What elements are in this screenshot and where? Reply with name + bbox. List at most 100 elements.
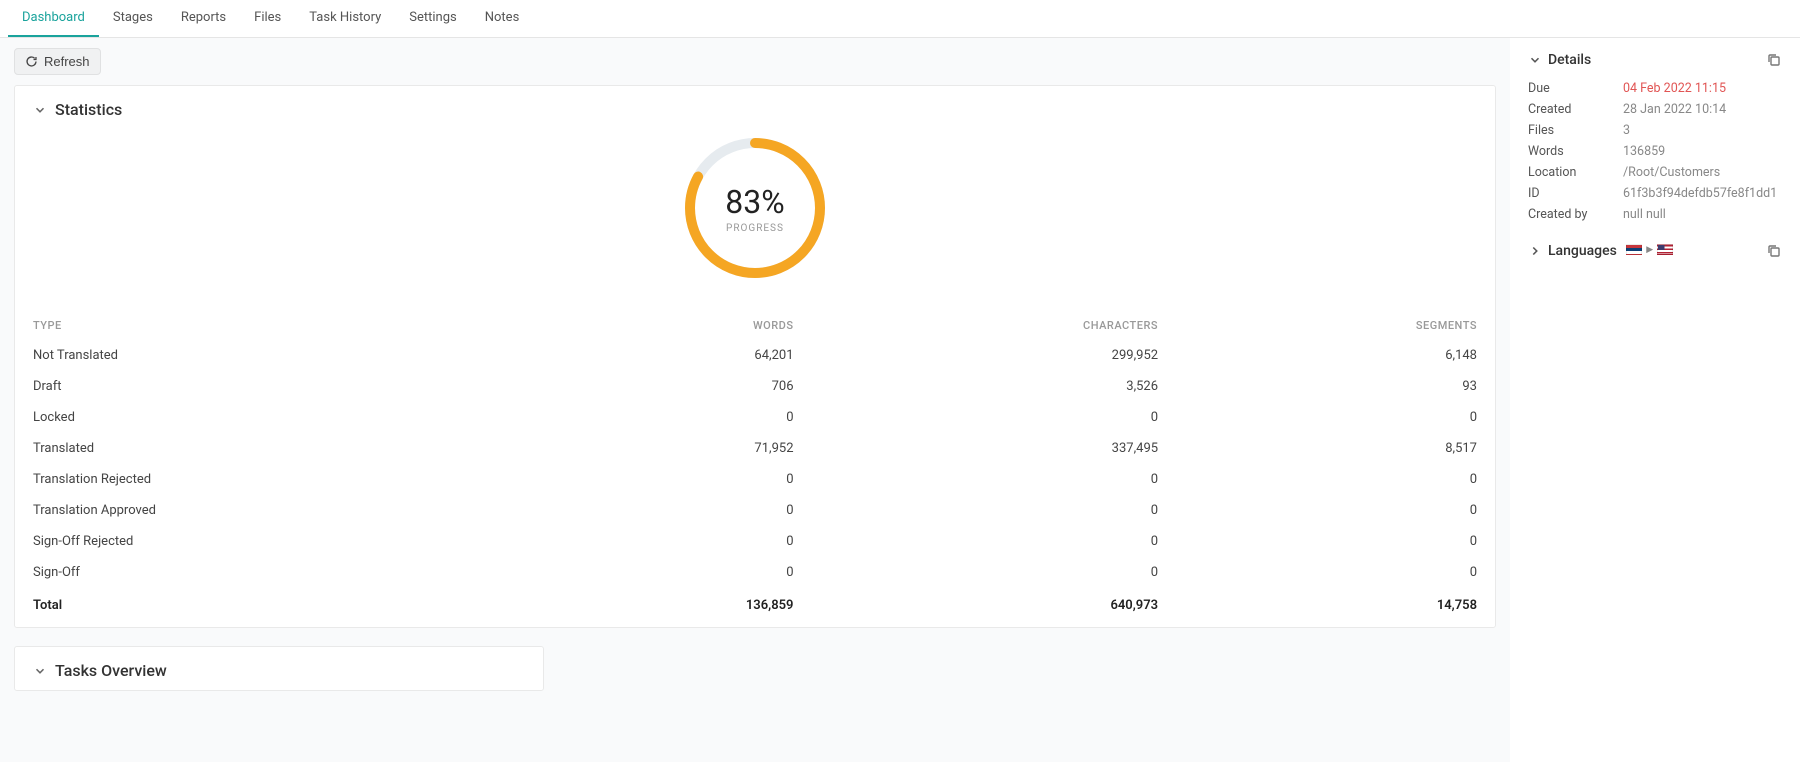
details-key: ID — [1528, 186, 1623, 201]
stats-row: Draft7063,52693 — [15, 371, 1495, 402]
stats-row-total: Total136,859640,97314,758 — [15, 588, 1495, 627]
statistics-panel: Statistics 83% PROGRESS TYPEWORDSCHARACT… — [14, 85, 1496, 628]
tab-reports[interactable]: Reports — [167, 0, 240, 37]
details-key: Created — [1528, 102, 1623, 117]
details-item: Created bynull null — [1528, 204, 1782, 225]
stats-col-header: SEGMENTS — [1176, 311, 1495, 340]
details-key: Created by — [1528, 207, 1623, 222]
stats-row: Not Translated64,201299,9526,148 — [15, 340, 1495, 371]
stats-cell-chars: 299,952 — [812, 340, 1177, 371]
tab-dashboard[interactable]: Dashboard — [8, 0, 99, 37]
stats-cell-words: 0 — [537, 557, 812, 588]
stats-row: Translation Rejected000 — [15, 464, 1495, 495]
stats-col-header: CHARACTERS — [812, 311, 1177, 340]
details-title: Details — [1548, 52, 1760, 68]
refresh-button[interactable]: Refresh — [14, 48, 101, 75]
details-key: Location — [1528, 165, 1623, 180]
refresh-icon — [25, 55, 38, 68]
stats-cell-segs: 0 — [1176, 402, 1495, 433]
stats-cell-chars: 0 — [812, 557, 1177, 588]
copy-icon[interactable] — [1766, 52, 1782, 68]
tab-files[interactable]: Files — [240, 0, 295, 37]
stats-cell-segs: 0 — [1176, 495, 1495, 526]
stats-cell-type: Total — [15, 588, 537, 627]
stats-cell-segs: 0 — [1176, 526, 1495, 557]
chevron-down-icon — [1528, 53, 1542, 67]
stats-row: Translation Approved000 — [15, 495, 1495, 526]
details-item: Location/Root/Customers — [1528, 162, 1782, 183]
stats-cell-type: Sign-Off — [15, 557, 537, 588]
stats-cell-chars: 0 — [812, 402, 1177, 433]
stats-cell-chars: 0 — [812, 495, 1177, 526]
progress-ring: 83% PROGRESS — [680, 133, 830, 283]
stats-col-header: WORDS — [537, 311, 812, 340]
stats-cell-segs: 93 — [1176, 371, 1495, 402]
tab-task-history[interactable]: Task History — [295, 0, 395, 37]
stats-cell-words: 0 — [537, 526, 812, 557]
chevron-down-icon — [33, 103, 47, 117]
stats-cell-segs: 14,758 — [1176, 588, 1495, 627]
tasks-overview-title: Tasks Overview — [55, 661, 167, 680]
stats-cell-chars: 640,973 — [812, 588, 1177, 627]
details-value: 04 Feb 2022 11:15 — [1623, 81, 1782, 96]
details-item: Words136859 — [1528, 141, 1782, 162]
tab-settings[interactable]: Settings — [395, 0, 470, 37]
statistics-table: TYPEWORDSCHARACTERSSEGMENTS Not Translat… — [15, 311, 1495, 627]
tasks-overview-header[interactable]: Tasks Overview — [15, 647, 543, 690]
languages-title: Languages ▶ — [1548, 243, 1760, 259]
details-section: Details Due04 Feb 2022 11:15Created28 Ja… — [1528, 52, 1782, 225]
details-item: ID61f3b3f94defdb57fe8f1dd1 — [1528, 183, 1782, 204]
stats-col-header: TYPE — [15, 311, 537, 340]
stats-cell-type: Sign-Off Rejected — [15, 526, 537, 557]
stats-cell-words: 71,952 — [537, 433, 812, 464]
flag-us-icon — [1657, 244, 1673, 255]
stats-cell-words: 706 — [537, 371, 812, 402]
details-header[interactable]: Details — [1528, 52, 1782, 68]
stats-cell-chars: 337,495 — [812, 433, 1177, 464]
stats-cell-type: Draft — [15, 371, 537, 402]
stats-cell-type: Translated — [15, 433, 537, 464]
statistics-title: Statistics — [55, 100, 122, 119]
stats-cell-type: Locked — [15, 402, 537, 433]
main-content: Refresh Statistics 83% PROGRESS — [0, 38, 1510, 762]
stats-cell-type: Translation Approved — [15, 495, 537, 526]
stats-row: Locked000 — [15, 402, 1495, 433]
stats-row: Translated71,952337,4958,517 — [15, 433, 1495, 464]
details-item: Created28 Jan 2022 10:14 — [1528, 99, 1782, 120]
stats-cell-type: Translation Rejected — [15, 464, 537, 495]
chevron-down-icon — [33, 664, 47, 678]
refresh-label: Refresh — [44, 54, 90, 69]
stats-cell-chars: 3,526 — [812, 371, 1177, 402]
language-flags: ▶ — [1626, 244, 1673, 255]
stats-cell-words: 136,859 — [537, 588, 812, 627]
stats-row: Sign-Off Rejected000 — [15, 526, 1495, 557]
statistics-header[interactable]: Statistics — [15, 86, 1495, 129]
stats-cell-words: 64,201 — [537, 340, 812, 371]
progress-label: PROGRESS — [726, 223, 784, 234]
details-value: /Root/Customers — [1623, 165, 1782, 180]
details-item: Files3 — [1528, 120, 1782, 141]
stats-cell-words: 0 — [537, 402, 812, 433]
details-key: Due — [1528, 81, 1623, 96]
details-key: Words — [1528, 144, 1623, 159]
copy-icon[interactable] — [1766, 243, 1782, 259]
details-value: 3 — [1623, 123, 1782, 138]
stats-cell-words: 0 — [537, 495, 812, 526]
stats-cell-segs: 0 — [1176, 464, 1495, 495]
details-value: 28 Jan 2022 10:14 — [1623, 102, 1782, 117]
stats-cell-segs: 8,517 — [1176, 433, 1495, 464]
tabs-bar: DashboardStagesReportsFilesTask HistoryS… — [0, 0, 1800, 38]
details-value: null null — [1623, 207, 1782, 222]
details-value: 61f3b3f94defdb57fe8f1dd1 — [1623, 186, 1782, 201]
chevron-right-icon — [1528, 244, 1542, 258]
tab-notes[interactable]: Notes — [471, 0, 534, 37]
details-value: 136859 — [1623, 144, 1782, 159]
stats-cell-segs: 0 — [1176, 557, 1495, 588]
tasks-overview-panel: Tasks Overview — [14, 646, 544, 691]
languages-header[interactable]: Languages ▶ — [1528, 243, 1782, 259]
stats-cell-type: Not Translated — [15, 340, 537, 371]
details-key: Files — [1528, 123, 1623, 138]
progress-percent: 83% — [725, 183, 784, 221]
tab-stages[interactable]: Stages — [99, 0, 167, 37]
arrow-right-icon: ▶ — [1646, 245, 1653, 255]
